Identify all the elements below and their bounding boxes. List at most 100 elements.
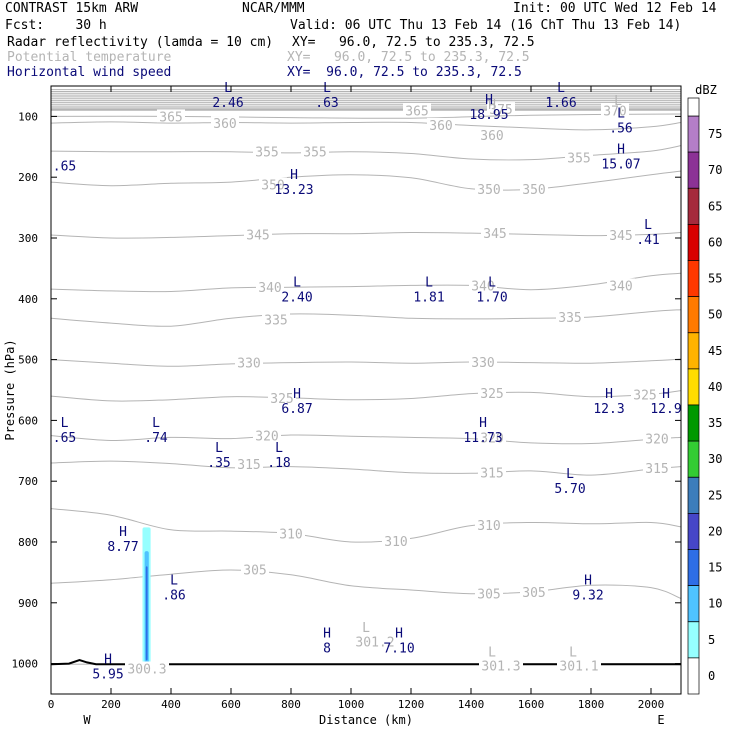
theta-label: 305 [243, 563, 266, 578]
colorbar-level-label: 75 [708, 127, 722, 141]
theta-label-bg [301, 144, 329, 158]
theta-label-bg [479, 658, 523, 672]
y-tick-label: 200 [18, 171, 38, 184]
theta-label-bg [478, 128, 506, 142]
theta-label-bg [643, 431, 671, 445]
wind-extreme-marker: L [61, 416, 69, 431]
theta-label-bg [643, 460, 671, 474]
theta-label: 310 [279, 528, 302, 543]
isentrope-line [51, 460, 681, 476]
colorbar-level-label: 15 [708, 561, 722, 575]
colorbar-level-label: 5 [708, 633, 715, 647]
wind-extreme-marker: H [293, 387, 301, 402]
theta-label: 370 [603, 104, 626, 119]
theta-label-bg [631, 387, 659, 401]
theta-label-bg [211, 116, 239, 130]
x-axis-label: Distance (km) [319, 713, 413, 727]
colorbar-level-label: 65 [708, 199, 722, 213]
colorbar-level-label: 20 [708, 524, 722, 538]
theta-label: 335 [558, 311, 581, 326]
theta-label-bg [157, 109, 185, 123]
theta-label: 315 [480, 467, 503, 482]
y-tick-label: 1000 [12, 658, 39, 671]
wind-extreme-marker: L [215, 441, 223, 456]
x-tick-label: 600 [221, 698, 241, 711]
colorbar-swatch [687, 513, 700, 550]
wind-extreme-value: .65 [53, 431, 76, 446]
isentrope-line [51, 145, 681, 161]
theta-label-bg [427, 117, 455, 131]
wind-extreme-value: 1.70 [476, 291, 507, 306]
isentrope-line [51, 113, 681, 119]
valid-time: Valid: 06 UTC Thu 13 Feb 14 (16 ChT Thu … [290, 18, 682, 33]
isentrope-line [51, 390, 681, 402]
colorbar-swatch [687, 332, 700, 370]
wind-extreme-marker: H [617, 143, 625, 158]
theta-label-bg [557, 658, 601, 672]
theta-label-bg [565, 150, 593, 164]
theta-label: 365 [405, 104, 428, 119]
theta-label-bg [241, 562, 269, 576]
wind-extreme-marker: H [119, 525, 127, 540]
theta-label: 301.3 [481, 659, 520, 674]
theta-label-bg [475, 181, 503, 195]
colorbar-swatch [687, 97, 700, 117]
wind-extreme-marker: H [395, 627, 403, 642]
colorbar-swatch [687, 440, 700, 478]
x-tick-label: 0 [48, 698, 55, 711]
theta-label: 340 [258, 281, 281, 296]
wind-extreme-marker: L [425, 276, 433, 291]
y-tick-label: 400 [18, 293, 38, 306]
wind-extreme-value: 1.66 [545, 96, 576, 111]
model-title: CONTRAST 15km ARW [5, 1, 139, 16]
theta-label: 310 [477, 519, 500, 534]
theta-label-bg [253, 144, 281, 158]
colorbar-swatch [687, 476, 700, 514]
theta-label: 310 [384, 535, 407, 550]
colorbar-swatch [687, 187, 700, 225]
wind-extreme-marker: L [488, 276, 496, 291]
field-name-wind: Horizontal wind speed [7, 65, 172, 80]
field-name-reflectivity: Radar reflectivity (lamda = 10 cm) [7, 35, 274, 50]
y-axis-label: Pressure (hPa) [3, 339, 17, 440]
wind-extreme-value: .63 [315, 96, 338, 111]
forecast-hour: Fcst: 30 h [5, 18, 107, 33]
wind-extreme-value: 9.32 [572, 589, 603, 604]
field-xy-reflectivity: XY= 96.0, 72.5 to 235.3, 72.5 [292, 35, 535, 50]
theta-label: 340 [471, 279, 494, 294]
theta-extreme-marker: H [488, 98, 496, 113]
wind-extreme-marker: H [662, 387, 670, 402]
theta-label: 360 [480, 129, 503, 144]
wind-extreme-value: 8.77 [107, 540, 138, 555]
colorbar-level-label: 35 [708, 416, 722, 430]
theta-label: 340 [609, 279, 632, 294]
wind-extreme-value: .56 [609, 122, 632, 137]
theta-label-bg [259, 177, 287, 191]
theta-label: 345 [483, 227, 506, 242]
colorbar-level-label: 10 [708, 597, 722, 611]
theta-extreme-marker: L [488, 645, 496, 660]
wind-extreme-value: 15.07 [601, 158, 640, 173]
org-label: NCAR/MMM [242, 1, 305, 16]
x-tick-label: 1400 [458, 698, 485, 711]
theta-label-bg [268, 390, 296, 404]
colorbar-level-label: 0 [708, 669, 715, 683]
theta-label-bg [469, 355, 497, 368]
theta-label-bg [262, 312, 290, 326]
wind-extreme-marker: L [557, 81, 565, 96]
wind-extreme-marker: H [290, 168, 298, 183]
theta-label: 305 [477, 588, 500, 603]
colorbar-swatch [687, 260, 700, 297]
theta-label: 365 [159, 110, 182, 125]
terrain-profile [50, 658, 681, 666]
wind-extreme-value: 13.23 [274, 183, 313, 198]
isentrope-line [51, 272, 681, 293]
theta-label-bg [520, 181, 548, 195]
wind-extreme-value: .74 [144, 431, 168, 446]
theta-label-bg [256, 280, 284, 294]
theta-label: 320 [645, 433, 668, 448]
theta-label: 335 [264, 314, 287, 329]
theta-label-bg [244, 227, 272, 241]
